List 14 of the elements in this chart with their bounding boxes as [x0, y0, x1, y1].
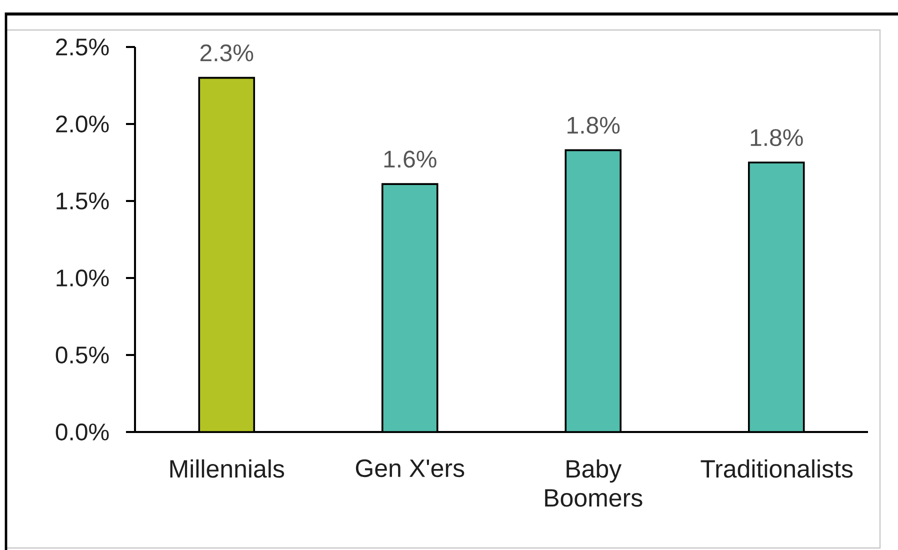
y-tick-label: 1.5% — [56, 192, 109, 210]
x-tick-label: Gen X'ers — [356, 459, 464, 478]
y-tick-label: 1.0% — [56, 270, 109, 286]
y-tick-label: 2.5% — [56, 38, 109, 56]
data-label: 1.8% — [568, 116, 620, 134]
x-tick-label: Baby Boomers — [545, 459, 642, 507]
y-tick-label: 0.0% — [56, 423, 109, 440]
data-label: 2.3% — [200, 44, 254, 62]
y-tick-label: 2.0% — [56, 116, 109, 132]
data-label: 1.8% — [750, 129, 803, 146]
data-label: 1.6% — [384, 150, 436, 168]
x-tick-label: Traditionalists — [700, 459, 853, 478]
y-tick-label: 0.5% — [56, 346, 109, 364]
x-tick-label: Millennials — [170, 459, 284, 478]
